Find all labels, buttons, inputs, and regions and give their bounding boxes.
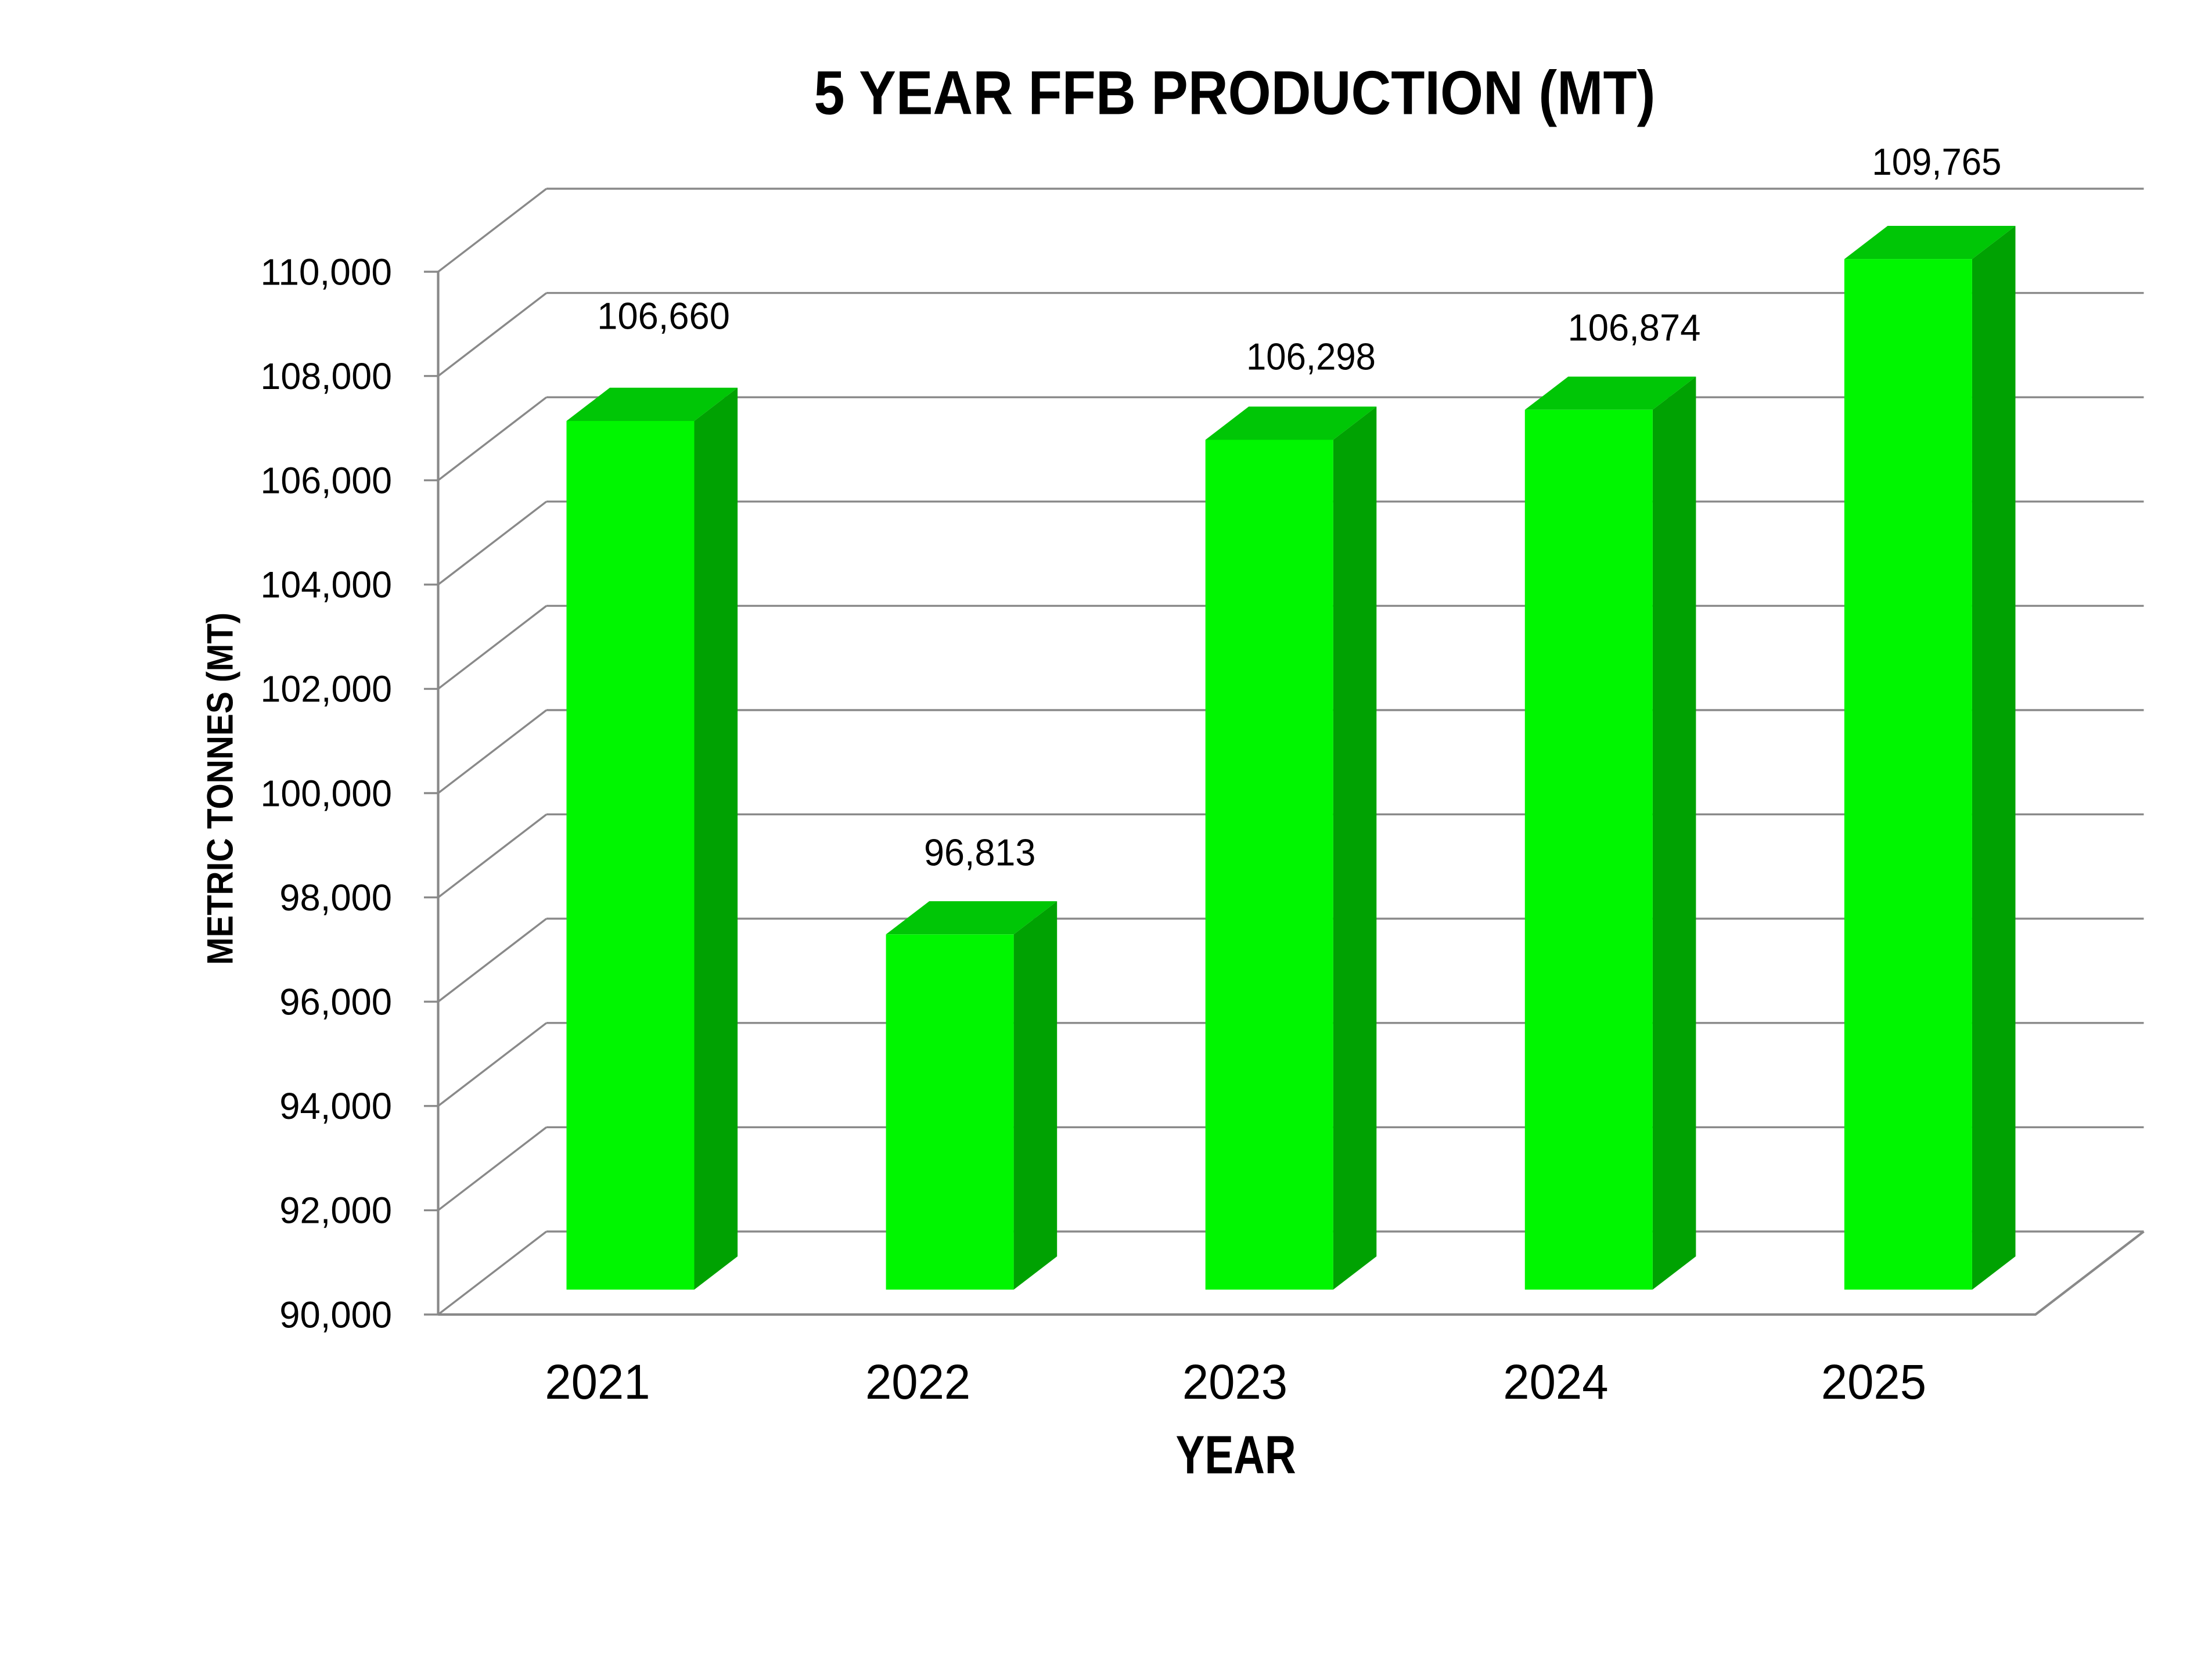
svg-text:102,000: 102,000	[261, 668, 393, 710]
svg-text:92,000: 92,000	[279, 1190, 392, 1232]
svg-text:96,813: 96,813	[924, 831, 1035, 874]
svg-text:2021: 2021	[545, 1354, 650, 1409]
svg-text:YEAR: YEAR	[1176, 1425, 1296, 1485]
svg-text:2025: 2025	[1821, 1354, 1926, 1409]
svg-text:108,000: 108,000	[261, 355, 393, 397]
svg-text:2022: 2022	[865, 1354, 970, 1409]
svg-text:106,660: 106,660	[597, 295, 730, 337]
svg-text:90,000: 90,000	[279, 1294, 392, 1335]
svg-text:106,298: 106,298	[1246, 336, 1376, 378]
svg-text:106,874: 106,874	[1568, 307, 1701, 349]
svg-text:2024: 2024	[1503, 1354, 1608, 1409]
svg-text:METRIC TONNES (MT): METRIC TONNES (MT)	[200, 613, 240, 965]
svg-text:104,000: 104,000	[261, 564, 393, 606]
svg-text:109,765: 109,765	[1872, 141, 2001, 183]
svg-text:98,000: 98,000	[279, 877, 392, 919]
svg-text:106,000: 106,000	[261, 460, 393, 502]
svg-text:96,000: 96,000	[279, 981, 392, 1023]
svg-text:100,000: 100,000	[261, 772, 393, 814]
svg-text:2023: 2023	[1182, 1354, 1287, 1409]
svg-text:5 YEAR FFB PRODUCTION (MT): 5 YEAR FFB PRODUCTION (MT)	[814, 58, 1656, 128]
svg-text:94,000: 94,000	[279, 1085, 392, 1127]
svg-text:110,000: 110,000	[261, 251, 393, 293]
